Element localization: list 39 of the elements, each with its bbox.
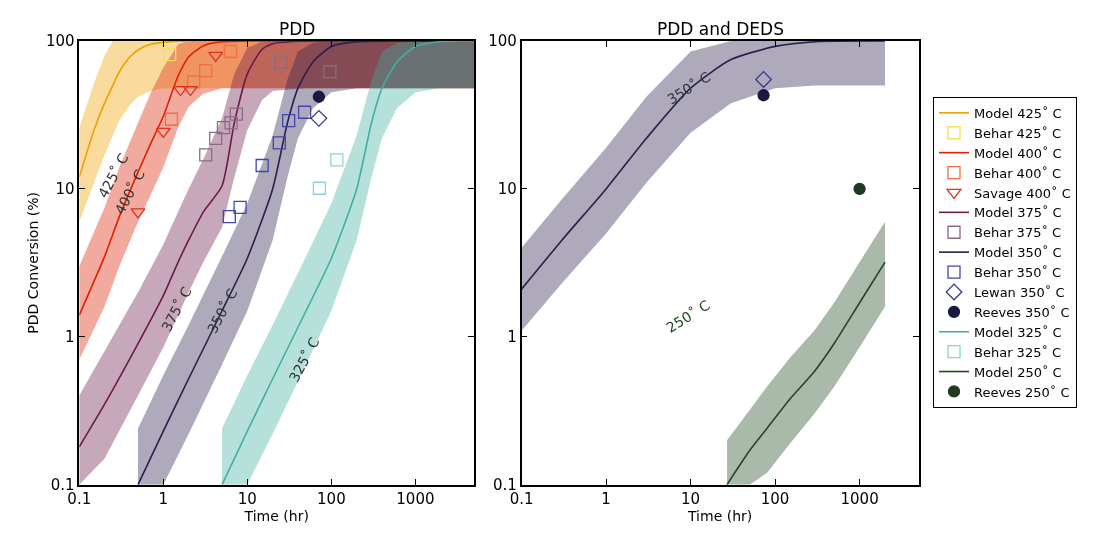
y-tick-label: 100 [488,32,517,51]
y-axis-title: PDD Conversion (%) [24,192,41,334]
legend-label: Behar 425˚ C [974,125,1062,141]
legend-label: Behar 350˚ C [974,265,1062,281]
legend-label: Model 425˚ C [974,105,1062,121]
annotation: 375˚ C [158,284,195,335]
x-tick-label: 0.1 [67,490,92,509]
legend-label: Model 400˚ C [974,145,1062,161]
legend-label: Reeves 350˚ C [974,304,1070,320]
x-axis-title: Time (hr) [686,508,753,525]
legend-label: Model 325˚ C [974,324,1062,340]
legend-label: Behar 325˚ C [974,344,1062,360]
y-tick-label: 10 [55,180,75,199]
x-tick-label: 10 [681,490,701,509]
chart-title: PDD and DEDS [657,19,784,39]
x-tick-label: 100 [317,490,346,509]
x-tick-label: 1000 [396,490,435,509]
x-tick-label: 0.1 [509,490,534,509]
legend-label: Behar 400˚ C [974,165,1062,181]
y-tick-label: 1 [64,328,75,347]
x-tick-label: 1000 [840,490,879,509]
annotation: 350˚ C [203,285,241,336]
annotation: 325˚ C [285,334,323,385]
legend-label: Model 250˚ C [974,364,1062,380]
x-tick-label: 100 [760,490,790,509]
legend-label: Model 375˚ C [974,205,1062,221]
x-axis-title: Time (hr) [243,508,309,525]
y-tick-label: 100 [45,32,75,51]
legend-label: Lewan 350˚ C [974,285,1065,301]
legend-label: Reeves 250˚ C [974,384,1070,400]
x-tick-label: 1 [158,490,169,509]
x-tick-label: 1 [601,490,611,509]
legend-label: Behar 375˚ C [974,225,1062,241]
x-tick-label: 10 [237,490,257,509]
legend-label: Savage 400˚ C [974,185,1071,201]
y-tick-label: 1 [507,328,517,347]
legend-label: Model 350˚ C [974,245,1062,261]
chart-title: PDD [279,19,316,39]
y-tick-label: 10 [497,180,517,199]
